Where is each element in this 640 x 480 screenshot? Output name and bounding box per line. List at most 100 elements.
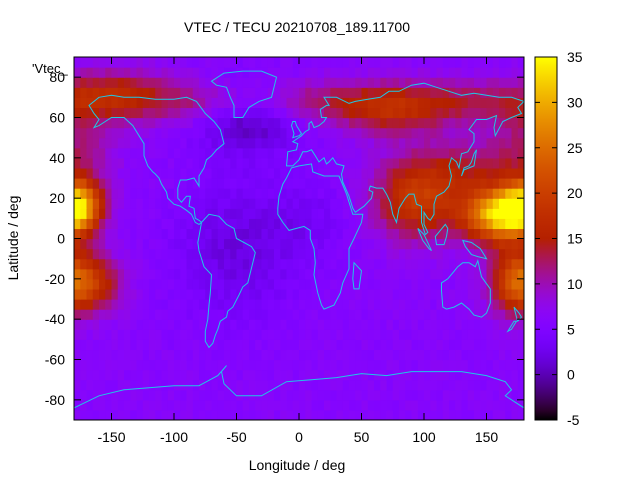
heatmap-cell: [224, 228, 231, 240]
heatmap-cell: [336, 309, 344, 320]
heatmap-cell: [386, 309, 394, 320]
heatmap-cell: [161, 339, 169, 351]
heatmap-cell: [186, 359, 194, 371]
coastline-north-america: [88, 94, 225, 225]
heatmap-cell: [355, 258, 363, 270]
heatmap-cell: [330, 409, 338, 420]
heatmap-cell: [180, 379, 188, 391]
heatmap-cell: [461, 228, 469, 240]
heatmap-cell: [417, 147, 425, 159]
heatmap-cell: [486, 369, 494, 381]
heatmap-cell: [174, 379, 181, 391]
heatmap-cell: [86, 389, 94, 401]
heatmap-cell: [480, 157, 488, 169]
heatmap-cell: [136, 248, 144, 260]
heatmap-cell: [286, 248, 294, 260]
heatmap-cell: [292, 329, 300, 340]
heatmap-cell: [467, 87, 475, 98]
heatmap-cell: [205, 77, 213, 88]
heatmap-cell: [305, 107, 313, 119]
heatmap-cell: [199, 198, 206, 209]
heatmap-cell: [486, 87, 494, 98]
heatmap-cell: [267, 278, 275, 290]
heatmap-cell: [299, 349, 306, 361]
heatmap-cell: [317, 167, 325, 179]
heatmap-cell: [367, 157, 375, 169]
heatmap-cell: [311, 228, 319, 240]
heatmap-cell: [161, 409, 169, 420]
heatmap-cell: [355, 107, 363, 119]
heatmap-cell: [442, 379, 450, 391]
heatmap-cell: [305, 268, 313, 280]
heatmap-cell: [480, 77, 488, 88]
heatmap-cell: [467, 67, 475, 78]
heatmap-cell: [130, 218, 138, 230]
heatmap-cell: [174, 278, 181, 290]
heatmap-cell: [174, 268, 181, 280]
heatmap-cell: [374, 299, 381, 310]
heatmap-cell: [405, 288, 413, 300]
heatmap-cell: [286, 399, 294, 411]
heatmap-cell: [211, 157, 219, 169]
heatmap-cell: [292, 67, 300, 78]
heatmap-cell: [324, 369, 331, 381]
heatmap-cell: [105, 188, 113, 199]
heatmap-cell: [517, 127, 524, 139]
heatmap-cell: [124, 268, 131, 280]
heatmap-cell: [124, 238, 131, 250]
heatmap-cell: [280, 329, 288, 340]
heatmap-cell: [442, 389, 450, 401]
heatmap-cell: [74, 208, 81, 219]
heatmap-cell: [461, 77, 469, 88]
heatmap-cell: [155, 278, 163, 290]
heatmap-cell: [505, 167, 513, 179]
heatmap-cell: [205, 409, 213, 420]
heatmap-cell: [417, 379, 425, 391]
heatmap-cell: [99, 339, 106, 351]
heatmap-cell: [249, 288, 256, 300]
heatmap-cell: [149, 238, 156, 250]
heatmap-cell: [174, 369, 181, 381]
heatmap-cell: [455, 198, 463, 209]
heatmap-cell: [349, 288, 356, 300]
heatmap-cell: [492, 299, 500, 310]
heatmap-cell: [105, 157, 113, 169]
heatmap-cell: [249, 399, 256, 411]
heatmap-cell: [186, 278, 194, 290]
heatmap-cell: [180, 198, 188, 209]
heatmap-cell: [155, 157, 163, 169]
heatmap-cell: [317, 409, 325, 420]
heatmap-cell: [186, 258, 194, 270]
heatmap-cell: [299, 409, 306, 420]
heatmap-cell: [474, 339, 481, 351]
heatmap-cell: [324, 248, 331, 260]
heatmap-cell: [392, 218, 400, 230]
heatmap-cell: [311, 188, 319, 199]
heatmap-cell: [192, 329, 200, 340]
heatmap-cell: [292, 167, 300, 179]
heatmap-cell: [336, 208, 344, 219]
heatmap-cell: [136, 87, 144, 98]
heatmap-cell: [424, 248, 431, 260]
heatmap-cell: [117, 349, 125, 361]
heatmap-cell: [305, 97, 313, 109]
heatmap-cell: [136, 309, 144, 320]
heatmap-cell: [405, 147, 413, 159]
heatmap-cell: [174, 248, 181, 260]
heatmap-cell: [167, 178, 175, 189]
heatmap-cell: [405, 399, 413, 411]
heatmap-cell: [499, 359, 506, 371]
heatmap-cell: [480, 167, 488, 179]
heatmap-cell: [361, 379, 369, 391]
heatmap-cell: [192, 198, 200, 209]
heatmap-cell: [111, 117, 119, 129]
heatmap-cell: [324, 399, 331, 411]
heatmap-cell: [355, 127, 363, 139]
heatmap-cell: [242, 319, 250, 330]
heatmap-cell: [224, 389, 231, 401]
heatmap-cell: [380, 167, 388, 179]
heatmap-cell: [111, 157, 119, 169]
heatmap-cell: [142, 319, 150, 330]
heatmap-cell: [230, 379, 238, 391]
heatmap-cell: [267, 147, 275, 159]
